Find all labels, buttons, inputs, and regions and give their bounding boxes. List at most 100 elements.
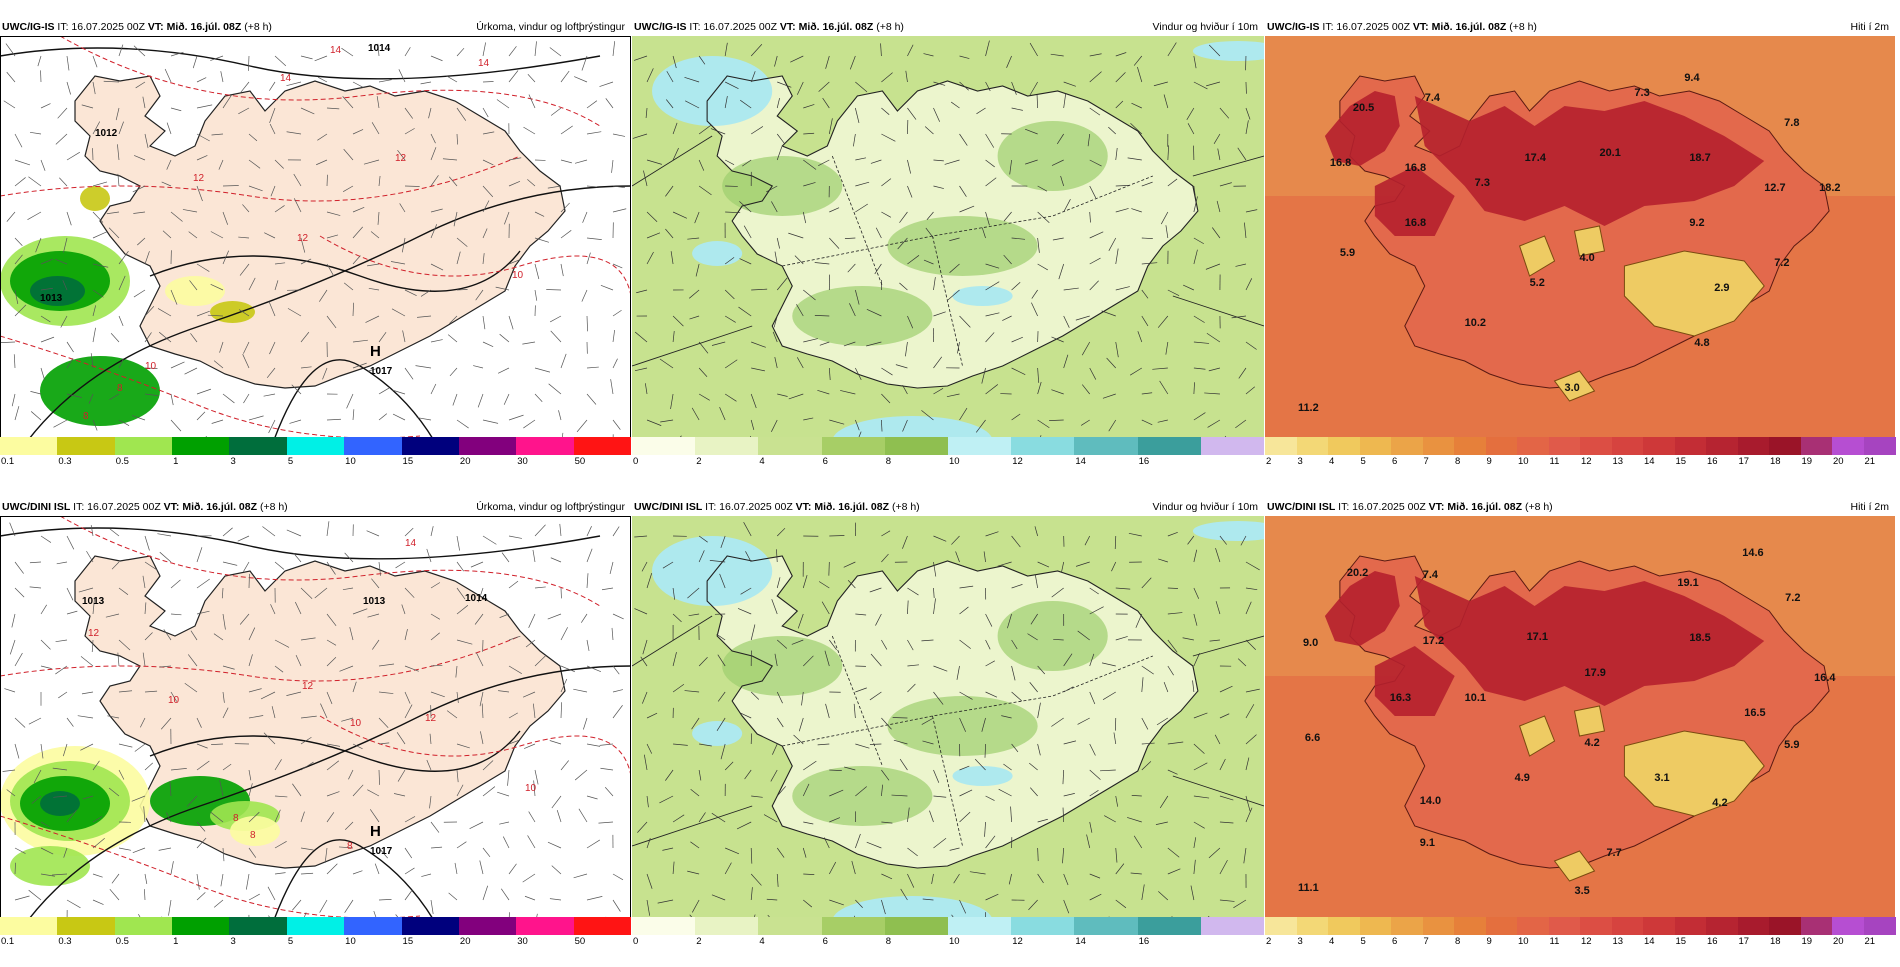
temperature-value: 4.2 <box>1584 737 1599 749</box>
colorbar-swatch <box>1297 917 1329 935</box>
colorbar-tick-label: 13 <box>1613 456 1624 467</box>
temperature-value: 17.1 <box>1527 631 1548 643</box>
colorbar-tick-label: 0.1 <box>1 936 14 947</box>
wind-map[interactable] <box>632 516 1264 931</box>
temperature-value: 6.6 <box>1305 732 1320 744</box>
colorbar-tick-label: 12 <box>1012 456 1023 467</box>
colorbar-tick-label: 6 <box>1392 456 1397 467</box>
temperature-value: 16.4 <box>1814 672 1836 684</box>
colorbar-swatch <box>1391 917 1423 935</box>
colorbar-tick-label: 20 <box>460 456 471 467</box>
isotherm-label: 8 <box>117 383 123 394</box>
temperature-value: 19.1 <box>1677 577 1698 589</box>
valid-time: VT: Mið. 16.júl. 08Z <box>148 21 241 33</box>
isotherm-label: 10 <box>350 718 362 729</box>
temperature-value: 18.5 <box>1689 632 1710 644</box>
colorbar-swatch <box>459 917 517 935</box>
isotherm-label: 10 <box>145 361 157 372</box>
colorbar-swatch <box>1769 917 1801 935</box>
isotherm-label: 8 <box>83 411 89 422</box>
precip-panel: UWC/IG-IS IT: 16.07.2025 00Z VT: Mið. 16… <box>0 17 631 457</box>
colorbar-swatch <box>1517 917 1549 935</box>
colorbar-tick-label: 11 <box>1550 936 1560 947</box>
init-time: IT: 16.07.2025 00Z <box>689 21 777 33</box>
colorbar-tick-label: 19 <box>1802 936 1813 947</box>
colorbar-tick-label: 10 <box>345 456 356 467</box>
panel-header: UWC/IG-IS IT: 16.07.2025 00Z VT: Mið. 16… <box>1267 19 1889 35</box>
model-row: UWC/DINI ISL IT: 16.07.2025 00Z VT: Mið.… <box>0 497 1900 967</box>
colorbar-swatch <box>1612 437 1644 455</box>
panel-title: Vindur og hviður í 10m <box>1153 499 1258 515</box>
high-pressure-marker: H <box>370 343 381 360</box>
isotherm-label: 10 <box>512 270 524 281</box>
temperature-value: 7.8 <box>1784 117 1799 129</box>
valid-time: VT: Mið. 16.júl. 08Z <box>1413 21 1506 33</box>
colorbar-swatch <box>822 437 886 455</box>
colorbar-swatch <box>758 917 822 935</box>
colorbar-swatch <box>1832 917 1864 935</box>
colorbar-swatch <box>172 917 230 935</box>
precip-panel: UWC/DINI ISL IT: 16.07.2025 00Z VT: Mið.… <box>0 497 631 937</box>
colorbar-tick-label: 0.5 <box>116 936 129 947</box>
colorbar-swatch <box>1454 917 1486 935</box>
temperature-value: 10.1 <box>1465 692 1486 704</box>
colorbar-tick-label: 20 <box>1833 456 1844 467</box>
colorbar-swatch <box>1580 437 1612 455</box>
colorbar-swatch <box>344 437 402 455</box>
colorbar-tick-label: 3 <box>1298 456 1303 467</box>
isotherm-label: 14 <box>280 73 292 84</box>
temperature-value: 11.2 <box>1298 402 1319 414</box>
colorbar-tick-label: 5 <box>288 456 293 467</box>
colorbar-swatch <box>1706 917 1738 935</box>
colorbar-swatch <box>1201 437 1265 455</box>
colorbar-swatch <box>1643 917 1675 935</box>
colorbar-tick-label: 10 <box>949 456 960 467</box>
temperature-value: 16.3 <box>1390 692 1411 704</box>
colorbar-swatch <box>115 917 173 935</box>
colorbar-tick-label: 18 <box>1770 936 1781 947</box>
temperature-value: 17.4 <box>1525 152 1547 164</box>
lead-time: (+8 h) <box>260 501 288 513</box>
colorbar-tick-label: 50 <box>575 456 586 467</box>
init-time: IT: 16.07.2025 00Z <box>1338 501 1426 513</box>
colorbar-swatch <box>57 917 115 935</box>
colorbar-swatch <box>948 917 1012 935</box>
isotherm-label: 14 <box>478 58 490 69</box>
colorbar-swatch <box>344 917 402 935</box>
colorbar-tick-label: 15 <box>1676 456 1687 467</box>
pressure-label: 1013 <box>363 596 386 607</box>
colorbar-swatch <box>1675 917 1707 935</box>
colorbar-swatch <box>1612 917 1644 935</box>
temperature-value: 7.2 <box>1774 257 1789 269</box>
colorbar-swatch <box>1769 437 1801 455</box>
colorbar-tick-label: 16 <box>1707 936 1718 947</box>
colorbar-tick-label: 21 <box>1865 456 1876 467</box>
colorbar-tick-label: 20 <box>1833 936 1844 947</box>
colorbar-tick-label: 4 <box>1329 456 1334 467</box>
colorbar-swatch <box>1706 437 1738 455</box>
colorbar-swatch <box>695 437 759 455</box>
wind-map[interactable] <box>632 36 1264 451</box>
colorbar-tick-label: 20 <box>460 936 471 947</box>
colorbar-swatch <box>574 917 632 935</box>
temperature-value: 7.4 <box>1425 92 1441 104</box>
isotherm-label: 14 <box>405 538 417 549</box>
temperature-value: 3.0 <box>1565 382 1580 394</box>
colorbar-swatch <box>822 917 886 935</box>
colorbar-swatch <box>885 437 949 455</box>
colorbar-tick-label: 16 <box>1139 936 1150 947</box>
colorbar-swatch <box>1011 917 1075 935</box>
panel-header: UWC/IG-IS IT: 16.07.2025 00Z VT: Mið. 16… <box>2 19 625 35</box>
wind-panel: UWC/IG-IS IT: 16.07.2025 00Z VT: Mið. 16… <box>632 17 1264 457</box>
temperature-value: 7.7 <box>1606 847 1621 859</box>
colorbar-tick-label: 15 <box>403 936 414 947</box>
colorbar-tick-label: 10 <box>1518 456 1529 467</box>
pressure-label: 1013 <box>82 596 105 607</box>
colorbar-swatch <box>115 437 173 455</box>
isotherm-label: 12 <box>425 713 437 724</box>
colorbar-tick-label: 16 <box>1139 456 1150 467</box>
